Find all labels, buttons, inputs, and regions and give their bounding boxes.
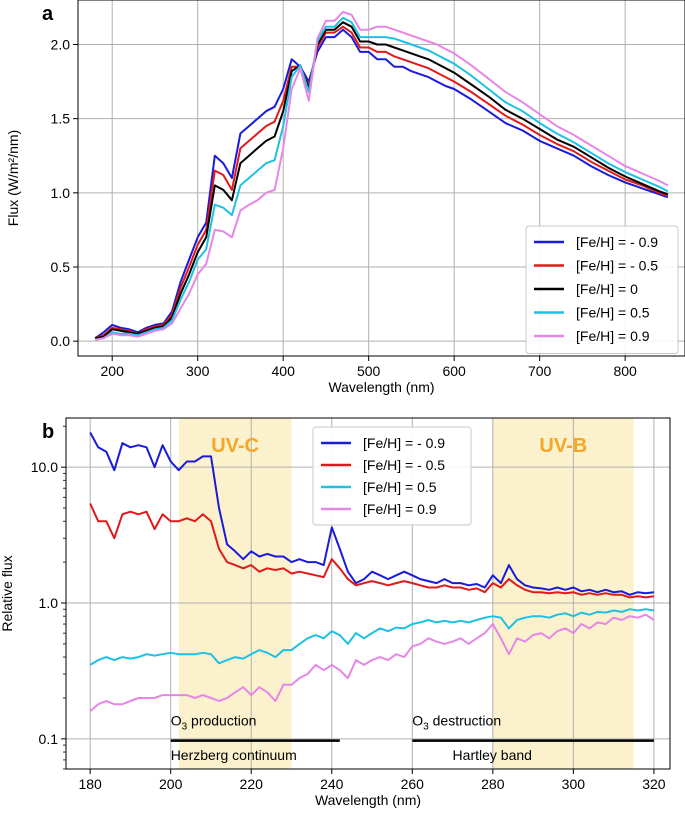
- panel-label: a: [42, 3, 54, 25]
- series-line-3: [89, 613, 655, 712]
- series-line-2: [94, 21, 669, 340]
- x-tick-label: 700: [528, 363, 552, 379]
- legend-label: [Fe/H] = 0.9: [363, 501, 437, 517]
- series-line-1: [94, 25, 669, 340]
- legend: [Fe/H] = - 0.9 [Fe/H] = - 0.5 [Fe/H] = 0.5…: [312, 426, 472, 526]
- legend-label: [Fe/H] = 0.5: [363, 479, 437, 495]
- y-axis-label: Relative flux: [0, 555, 15, 631]
- series-line-2: [89, 608, 655, 666]
- x-tick-label: 200: [101, 363, 125, 379]
- x-tick-label: 300: [186, 363, 210, 379]
- annotation-text: Hartley band: [453, 747, 532, 763]
- series-line-1: [89, 503, 655, 599]
- panel-b: UV-C UV-B 180 200 220 240 260 280 300 320 0.1 1.0 10…: [0, 417, 671, 808]
- x-tick-label: 800: [613, 363, 637, 379]
- y-axis-label: Flux (W/m²/nm): [5, 130, 21, 226]
- annotation-text: O3 destruction: [412, 713, 501, 733]
- series-line-3: [94, 16, 669, 341]
- y-tick-label: 0.0: [51, 333, 71, 349]
- x-tick-label: 600: [442, 363, 466, 379]
- y-tick-label: 0.1: [39, 731, 59, 747]
- x-tick-label: 220: [240, 776, 264, 792]
- x-tick-label: 300: [562, 776, 586, 792]
- y-tick-label: 1.5: [51, 111, 71, 127]
- legend-label: [Fe/H] = 0.9: [576, 328, 650, 344]
- x-tick-label: 200: [159, 776, 183, 792]
- x-tick-label: 280: [481, 776, 505, 792]
- band-label-uv-b: UV-B: [539, 435, 587, 457]
- legend-label: [Fe/H] = - 0.9: [576, 234, 658, 250]
- panel-label: b: [42, 421, 54, 443]
- series-lines: [94, 10, 669, 341]
- x-tick-label: 180: [78, 776, 102, 792]
- legend-box: [312, 426, 472, 526]
- band-label-uv-c: UV-C: [211, 435, 259, 457]
- series-line-0: [89, 432, 655, 596]
- x-axis-label: Wavelength (nm): [328, 379, 434, 395]
- legend-label: [Fe/H] = 0: [576, 281, 638, 297]
- legend-label: [Fe/H] = - 0.5: [576, 258, 658, 274]
- legend: [Fe/H] = - 0.9 [Fe/H] = - 0.5 [Fe/H] = 0 [F…: [525, 225, 679, 354]
- x-tick-label: 240: [320, 776, 344, 792]
- y-tick-label: 10.0: [31, 459, 58, 475]
- legend-label: [Fe/H] = - 0.5: [363, 457, 445, 473]
- y-tick-label: 1.0: [39, 595, 59, 611]
- axes-frame: [65, 417, 671, 770]
- series-line-0: [94, 28, 669, 340]
- band-uv-c: [178, 418, 292, 769]
- x-tick-label: 400: [272, 363, 296, 379]
- x-tick-label: 320: [642, 776, 666, 792]
- x-tick-label: 500: [357, 363, 381, 379]
- series-line-4: [94, 10, 669, 341]
- annotation-text: Herzberg continuum: [171, 747, 297, 763]
- panel-a: 200 300 400 500 600 700 800 0.0 0.5 1.0 1.5 2.0 a Wav…: [5, 0, 685, 395]
- y-tick-label: 0.5: [51, 259, 71, 275]
- annotation-text: O3 production: [171, 713, 257, 733]
- legend-label: [Fe/H] = 0.5: [576, 305, 650, 321]
- legend-label: [Fe/H] = - 0.9: [363, 435, 445, 451]
- y-tick-label: 1.0: [51, 185, 71, 201]
- series-lines: [89, 432, 655, 712]
- x-tick-label: 260: [401, 776, 425, 792]
- legend-box: [525, 225, 679, 354]
- x-axis-label: Wavelength (nm): [315, 792, 421, 808]
- y-tick-label: 2.0: [51, 37, 71, 53]
- axes-frame: [77, 0, 685, 357]
